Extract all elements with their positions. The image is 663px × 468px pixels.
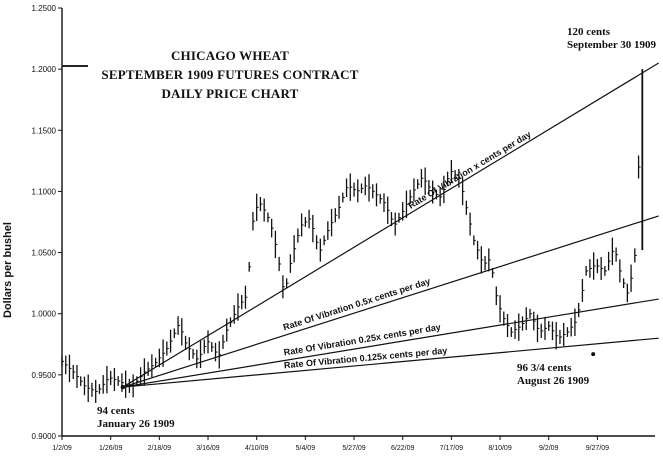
- x-tick-label: 8/10/09: [488, 445, 511, 452]
- y-tick-label: 1.2000: [32, 65, 57, 74]
- x-tick-label: 5/27/09: [342, 445, 365, 452]
- annotation-peak: 120 cents September 30 1909: [567, 26, 656, 52]
- x-tick-label: 2/18/09: [148, 445, 171, 452]
- y-tick-label: 1.2500: [32, 4, 57, 13]
- x-tick-label: 7/17/09: [440, 445, 463, 452]
- price-bars: [61, 69, 644, 403]
- annotation-low-august-line2: August 26 1909: [517, 375, 590, 387]
- annotation-peak-line1: 120 cents: [567, 26, 611, 38]
- axes: 0.9000 0.9500 1.0000 1.0500 1.1000 1.1500 1.20…: [32, 4, 655, 452]
- x-tick-label: 9/27/09: [586, 445, 609, 452]
- x-tick-label: 1/26/09: [99, 445, 122, 452]
- y-tick-label: 1.1500: [32, 126, 57, 135]
- x-tick-label: 9/2/09: [539, 445, 559, 452]
- annotation-peak-line2: September 30 1909: [567, 39, 657, 51]
- trendline-label-2: Rate Of Vibration 0.5x cents per day: [282, 276, 432, 332]
- annotation-low-january-line1: 94 cents: [97, 405, 135, 417]
- x-tick-label: 4/10/09: [245, 445, 268, 452]
- y-tick-label: 1.0500: [32, 249, 57, 258]
- chart-title-line-3: DAILY PRICE CHART: [161, 86, 299, 101]
- y-tick-label: 0.9500: [32, 371, 57, 380]
- trendline-2: [122, 215, 659, 388]
- annotation-low-august: 96 3/4 cents August 26 1909: [517, 362, 589, 388]
- january-low-marker: [120, 384, 126, 390]
- trendline-4: [122, 337, 659, 388]
- x-tick-label: 3/16/09: [196, 445, 219, 452]
- annotation-low-august-line1: 96 3/4 cents: [517, 362, 572, 374]
- x-tick-label: 6/22/09: [391, 445, 414, 452]
- trendline-1: [122, 62, 660, 388]
- y-tick-label: 1.0000: [32, 310, 57, 319]
- annotation-low-january: 94 cents January 26 1909: [97, 405, 175, 431]
- august-low-marker: [591, 352, 596, 357]
- chart-title-line-2: SEPTEMBER 1909 FUTURES CONTRACT: [101, 67, 359, 82]
- y-axis-label: Dollars per bushel: [2, 222, 14, 318]
- y-tick-label: 0.9000: [32, 432, 57, 441]
- x-tick-label: 1/2/09: [52, 445, 72, 452]
- annotation-low-january-line2: January 26 1909: [97, 418, 175, 430]
- x-tick-label: 5/4/09: [296, 445, 316, 452]
- trendline-3: [122, 298, 659, 388]
- y-tick-label: 1.1000: [32, 187, 57, 196]
- chart-title-line-1: CHICAGO WHEAT: [170, 48, 290, 63]
